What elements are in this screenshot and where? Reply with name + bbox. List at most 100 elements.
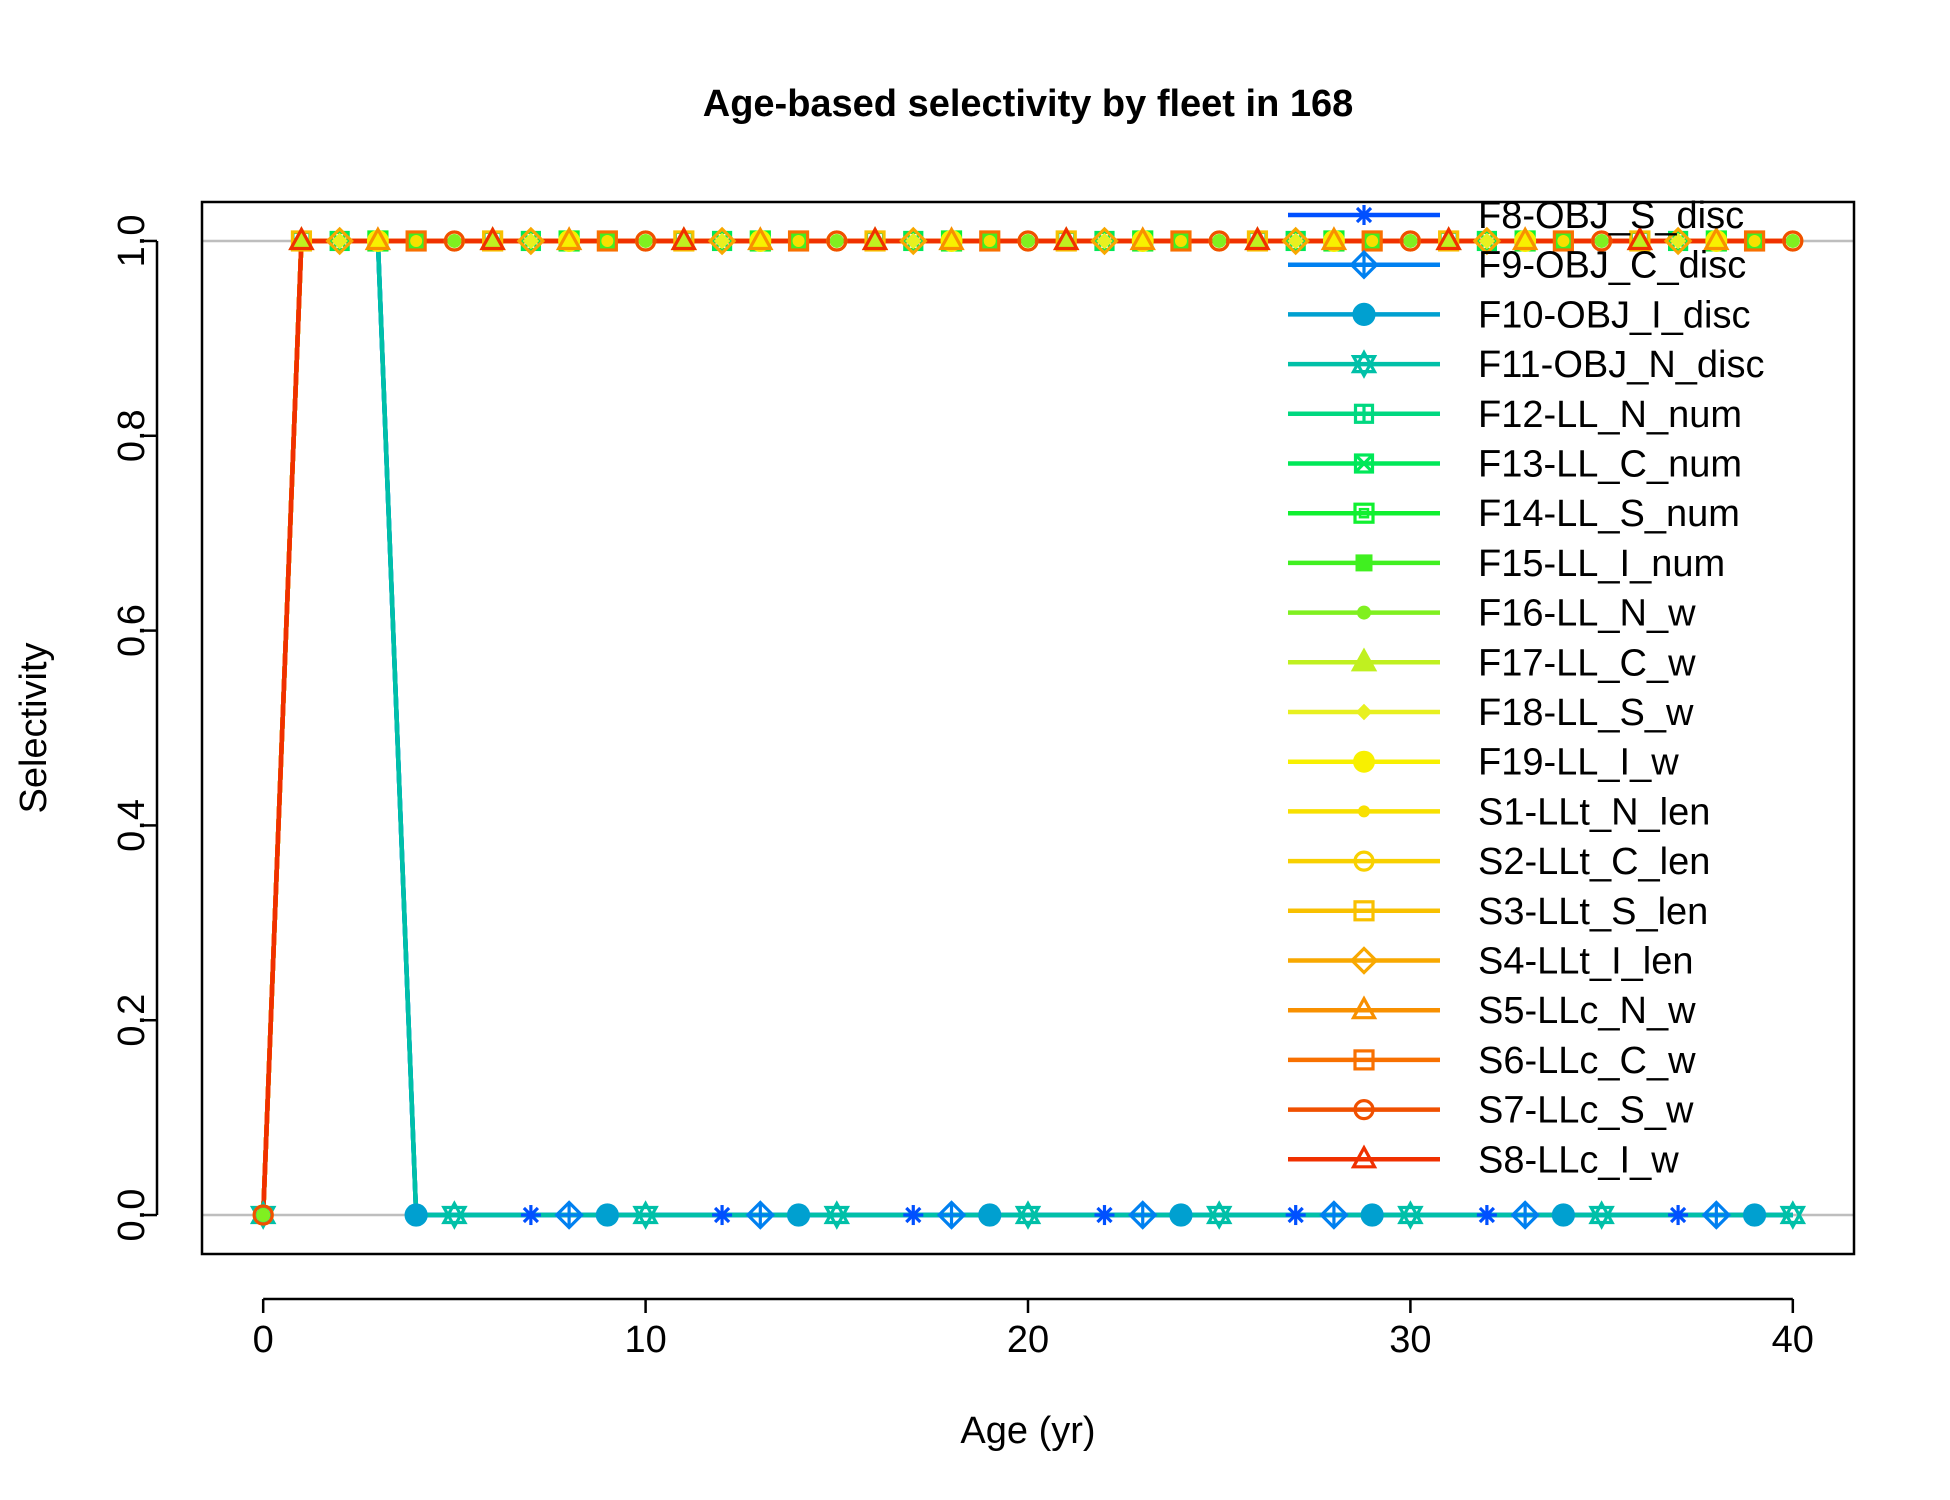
data-point [940,229,963,252]
legend-label: F12-LL_N_num [1478,394,1742,436]
series-markers-11 [366,229,1728,252]
data-point [1366,234,1379,247]
series-markers-18 [252,230,1804,1226]
data-point [670,226,698,251]
data-point [447,233,462,248]
data-point [792,234,805,247]
data-point [252,1204,274,1226]
y-tick-label: 0.2 [111,994,153,1047]
legend-marker [1358,805,1370,818]
x-tick-label: 10 [624,1319,666,1361]
series-markers-17 [405,230,1766,252]
legend-label: F11-OBJ_N_disc [1478,344,1765,386]
legend-label: F14-LL_S_num [1478,493,1740,535]
series-markers-8 [256,233,1800,1223]
data-point [1511,226,1539,251]
data-point [1551,1203,1575,1227]
series-markers-10 [331,232,1687,250]
series-markers-15 [325,226,1693,256]
legend-item-11: F19-LL_I_w [1288,742,1679,784]
legend-marker [1353,502,1375,524]
legend-label: S1-LLt_N_len [1478,791,1710,833]
data-point [1131,229,1154,252]
data-point [1703,226,1730,251]
legend-marker [1352,302,1376,326]
series-markers-3 [249,1200,1807,1230]
legend-item-19: S8-LLc_I_w [1288,1139,1679,1181]
series-markers-2 [404,1203,1767,1227]
data-point [558,229,581,252]
data-point [747,226,774,251]
data-point [405,230,427,252]
data-point [1399,230,1422,252]
data-point [826,230,848,252]
legend-label: S7-LLc_S_w [1478,1090,1694,1132]
data-point [1785,233,1800,248]
data-point [632,1200,659,1230]
data-point [1435,226,1462,251]
series-markers-0 [520,1205,1689,1226]
series-markers-16 [364,226,1730,251]
data-point [1127,1200,1158,1230]
data-point [936,1200,967,1230]
chart-title: Age-based selectivity by fleet in 168 [703,83,1354,125]
data-point [829,233,844,248]
legend: F8-OBJ_S_disc F9-OBJ_C_disc F10-OBJ_I_disc… [1288,195,1765,1181]
legend-label: S6-LLc_C_w [1478,1040,1696,1082]
legend-marker [1350,1144,1378,1169]
legend-marker [1350,995,1378,1020]
data-point [1174,234,1187,247]
data-point [1169,1203,1193,1227]
data-point [1701,1200,1732,1230]
legend-item-16: S5-LLc_N_w [1288,990,1696,1032]
y-axis-label: Selectivity [13,642,55,813]
data-point [745,1200,776,1230]
x-tick-label: 40 [1772,1319,1814,1361]
legend-marker [1353,1049,1375,1071]
data-point [443,230,465,252]
legend-item-1: F9-OBJ_C_disc [1288,245,1746,287]
data-point [787,230,810,252]
data-point [596,230,618,252]
data-point [554,1200,584,1230]
data-point [1626,226,1654,251]
legend-item-7: F15-LL_I_num [1288,543,1725,585]
data-point [1212,233,1227,248]
data-point [522,232,540,250]
data-point [404,1203,428,1227]
data-point [1094,1205,1115,1226]
x-tick-label: 20 [1007,1319,1049,1361]
legend-marker [1355,554,1373,572]
data-point [1476,1205,1497,1226]
legend-label: F15-LL_I_num [1478,543,1725,585]
legend-label: F8-OBJ_S_disc [1478,195,1744,237]
data-point [1782,230,1804,252]
data-point [713,232,731,250]
data-point [1472,226,1502,256]
data-point [1361,230,1383,252]
y-tick-label: 0.4 [111,799,153,852]
data-point [983,234,996,247]
x-axis-label: Age (yr) [960,1410,1095,1452]
data-point [1594,233,1609,248]
data-point [1322,229,1345,252]
legend-item-0: F8-OBJ_S_disc [1288,195,1744,237]
x-tick-label: 0 [253,1319,274,1361]
legend-label: S5-LLc_N_w [1478,990,1696,1032]
data-point [1320,226,1348,251]
data-point [1748,234,1761,247]
y-tick-label: 0.0 [111,1189,153,1242]
data-point [1779,1200,1807,1230]
data-point [1403,233,1418,248]
legend-marker [1353,850,1375,872]
data-point [786,1203,811,1227]
data-point [1021,233,1035,248]
legend-label: F16-LL_N_w [1478,593,1696,635]
legend-label: F10-OBJ_I_disc [1478,294,1750,336]
data-point [1514,229,1537,252]
data-point [1014,1200,1042,1230]
legend-item-10: F18-LL_S_w [1288,692,1694,734]
axes: 0 10 20 30 40 0.0 0.2 0.4 0.6 0.8 1.0 [111,215,1814,1361]
legend-item-8: F16-LL_N_w [1288,593,1696,635]
y-tick-label: 0.8 [111,409,153,462]
